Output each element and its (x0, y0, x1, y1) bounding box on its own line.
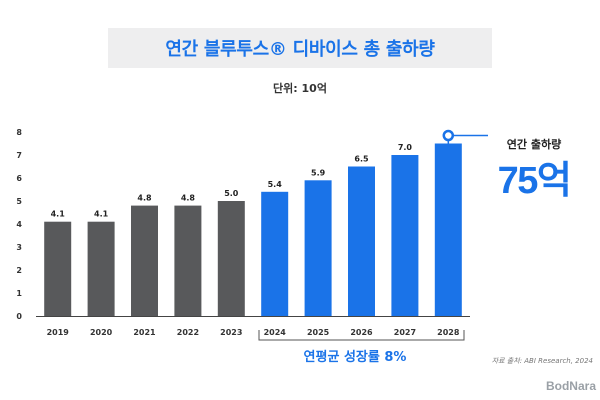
data-label: 4.8 (137, 194, 152, 203)
data-label: 5.9 (311, 168, 326, 177)
bar (391, 155, 419, 316)
data-label: 4.1 (94, 210, 109, 219)
forecast-bracket (258, 330, 465, 341)
callout-label: 연간 출하량 (506, 138, 562, 151)
data-label: 5.0 (224, 189, 239, 198)
y-tick-label: 0 (16, 312, 22, 321)
data-label: 4.1 (51, 210, 66, 219)
data-label: 7.0 (398, 143, 413, 152)
brand-watermark: BodNara (545, 379, 596, 393)
x-tick-label: 2025 (307, 328, 330, 337)
x-tick-label: 2020 (90, 328, 113, 337)
x-tick-label: 2024 (264, 328, 287, 337)
growth-rate-label: 연평균 성장률 8% (303, 350, 407, 365)
x-tick-label: 2023 (220, 328, 242, 337)
x-tick-label: 2028 (437, 328, 460, 337)
x-tick-label: 2026 (350, 328, 373, 337)
data-label: 6.5 (354, 155, 369, 164)
x-tick-label: 2022 (177, 328, 199, 337)
bar (304, 180, 332, 316)
callout-dot (442, 129, 455, 142)
x-tick-label: 2021 (133, 328, 156, 337)
y-tick-label: 2 (16, 266, 22, 275)
y-tick-label: 4 (16, 220, 22, 229)
bar (261, 191, 289, 316)
x-tick-label: 2019 (47, 328, 70, 337)
bar (434, 143, 462, 316)
y-tick-label: 7 (16, 151, 22, 160)
bar (131, 205, 158, 316)
unit-label: 단위: 10억 (273, 82, 327, 95)
source-note: 자료 출처: ABI Research, 2024 (491, 357, 593, 365)
title-band: 연간 블루투스® 디바이스 총 출하량 (108, 28, 492, 68)
chart-title: 연간 블루투스® 디바이스 총 출하량 (165, 39, 435, 60)
y-tick-label: 5 (16, 197, 22, 206)
data-label: 4.8 (181, 194, 196, 203)
y-tick-label: 1 (16, 289, 22, 298)
data-label: 5.4 (268, 180, 283, 189)
bar (217, 201, 245, 316)
y-tick-label: 6 (16, 174, 22, 183)
y-tick-label: 3 (16, 243, 22, 252)
y-tick-label: 8 (16, 128, 22, 137)
bar (348, 166, 375, 316)
bar (174, 205, 202, 316)
x-tick-label: 2027 (394, 328, 416, 337)
callout-value: 75억 (497, 160, 572, 202)
bar (44, 221, 72, 316)
bar (87, 221, 115, 316)
